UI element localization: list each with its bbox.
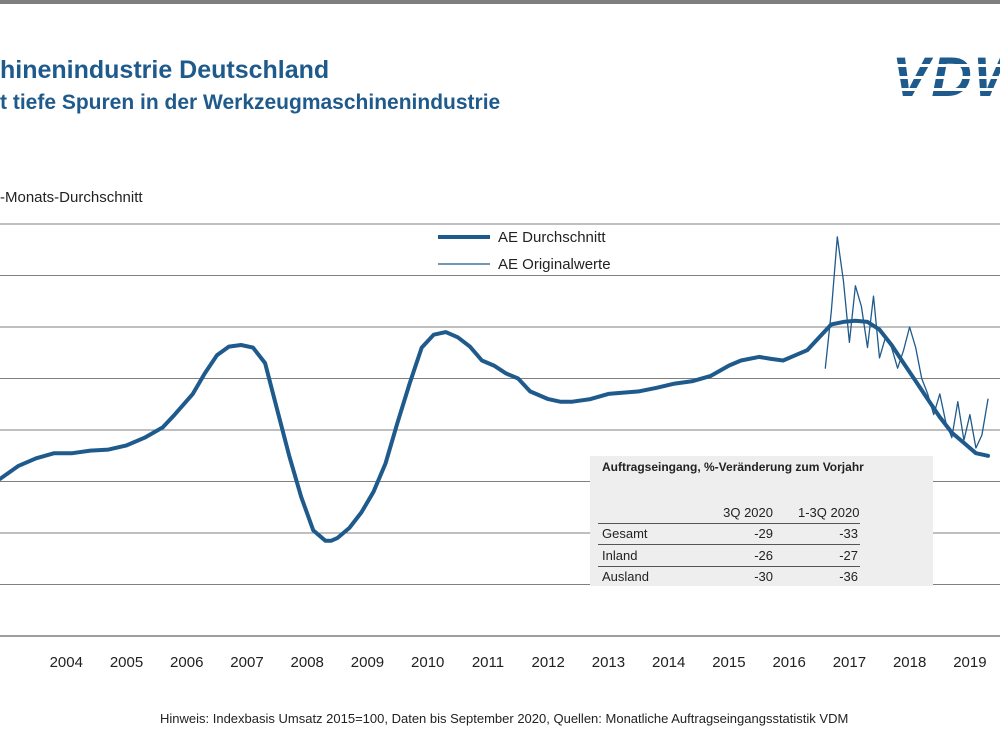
x-tick-label: 2011: [472, 654, 504, 671]
page-title: hinenindustrie Deutschland: [0, 56, 330, 84]
y-axis-label: -Monats-Durchschnitt: [0, 189, 143, 206]
table-cell: -30: [754, 569, 773, 584]
logo-stripe: [890, 88, 1000, 91]
logo-stripe: [890, 64, 1000, 67]
series-line-average: [0, 318, 990, 543]
x-tick-label: 2005: [110, 654, 143, 671]
table-title: Auftragseingang, %-Veränderung zum Vorja…: [602, 460, 864, 474]
x-tick-label: 2018: [893, 654, 926, 671]
table-divider: [598, 523, 860, 524]
x-tick-labels: 2004 2005 2006 2007 2008 2009 2010 2011 2012 2013…: [50, 654, 987, 671]
table-cell: -26: [754, 548, 773, 563]
page-subtitle: t tiefe Spuren in der Werkzeugmaschineni…: [0, 91, 501, 114]
top-border: [0, 0, 1000, 4]
table-row-label: Ausland: [602, 569, 649, 584]
vdw-logo: VDW: [890, 50, 1000, 106]
series-line-original: [824, 236, 989, 449]
x-tick-label: 2017: [833, 654, 866, 671]
table-cell: -29: [754, 526, 773, 541]
x-tick-label: 2013: [592, 654, 625, 671]
logo-stripe: [890, 76, 1000, 79]
x-tick-label: 2007: [230, 654, 263, 671]
x-tick-label: 2010: [411, 654, 444, 671]
x-tick-label: 2014: [652, 654, 685, 671]
legend-label-average: AE Durchschnitt: [498, 229, 606, 246]
x-tick-label: 2012: [532, 654, 565, 671]
x-tick-label: 2008: [291, 654, 324, 671]
table-cell: -27: [839, 548, 858, 563]
table-cell: -33: [839, 526, 858, 541]
table-col-header: 1-3Q 2020: [798, 505, 860, 520]
table-cell: -36: [839, 569, 858, 584]
table-divider: [598, 544, 860, 545]
legend-label-original: AE Originalwerte: [498, 256, 611, 273]
series-lines: [0, 236, 990, 543]
table-divider: [598, 566, 860, 567]
table-row-label: Inland: [602, 548, 638, 563]
x-tick-label: 2015: [712, 654, 745, 671]
x-tick-label: 2009: [351, 654, 384, 671]
x-tick-label: 2016: [772, 654, 805, 671]
x-tick-label: 2004: [50, 654, 83, 671]
table-col-header: 3Q 2020: [723, 505, 773, 520]
x-tick-label: 2019: [953, 654, 986, 671]
legend: AE Durchschnitt AE Originalwerte: [438, 229, 611, 273]
change-table: Auftragseingang, %-Veränderung zum Vorja…: [590, 456, 933, 586]
footnote: Hinweis: Indexbasis Umsatz 2015=100, Dat…: [160, 711, 849, 726]
table-row-label: Gesamt: [602, 526, 648, 541]
x-tick-label: 2006: [170, 654, 203, 671]
